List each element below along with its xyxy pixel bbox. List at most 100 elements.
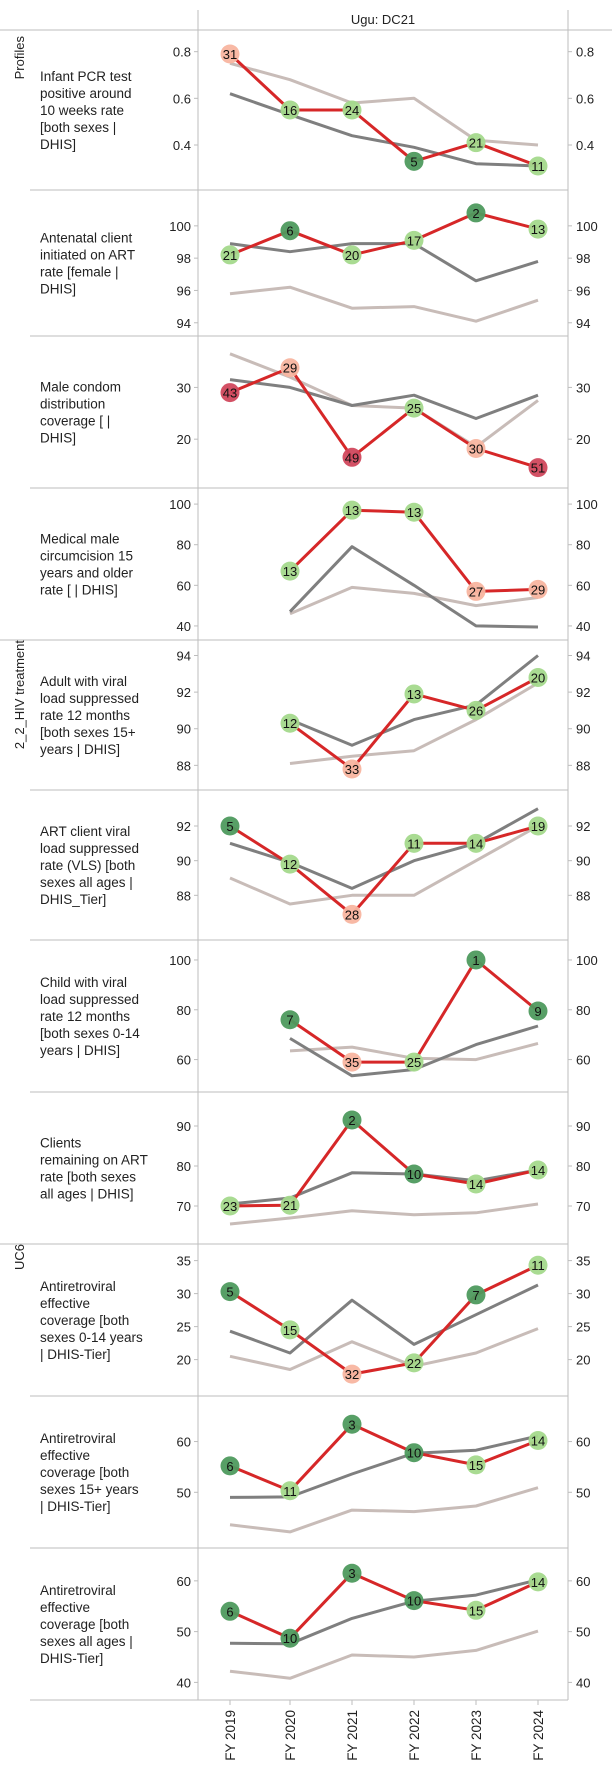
y-tick-label-right: 0.4 [576,138,594,153]
rank-marker [528,219,548,239]
rank-marker [404,502,424,522]
rank-marker [280,561,300,581]
y-tick-label-left: 98 [177,251,191,266]
rank-label: 5 [226,1285,233,1300]
panel-title-line: | DHIS-Tier] [40,1347,111,1362]
panel-title-line: | DHIS-Tier] [40,1499,111,1514]
rank-marker [528,816,548,836]
rank-marker [220,1196,240,1216]
rank-marker [528,156,548,176]
series-line-compare-light [229,285,539,323]
y-tick-label-right: 92 [576,685,590,700]
panel-title-line: effective [40,1448,90,1463]
rank-label: 10 [407,1594,421,1609]
rank-label: 11 [407,836,421,851]
rank-label: 21 [283,1198,297,1213]
y-tick-label-left: 94 [177,648,191,663]
y-tick-label-left: 100 [169,497,191,512]
y-tick-label-left: 25 [177,1320,191,1335]
rank-label: 17 [407,233,421,248]
y-tick-label-left: 88 [177,888,191,903]
y-tick-label-right: 94 [576,648,590,663]
group-label: 2_2_HIV treatment [12,640,27,750]
y-tick-label-left: 60 [177,1053,191,1068]
rank-label: 22 [407,1356,421,1371]
rank-marker [528,1431,548,1451]
panel-title-line: coverage [ | [40,414,110,429]
series-line-compare-light [229,1327,539,1371]
panel-title-line: Antenatal client [40,231,133,246]
panel-title-line: coverage [both [40,1617,129,1632]
panel-title-line: rate 12 months [40,1009,130,1024]
rank-label: 11 [531,1258,545,1273]
rank-label: 12 [283,716,297,731]
rank-label: 11 [283,1484,297,1499]
y-tick-label-right: 90 [576,854,590,869]
y-tick-label-left: 60 [177,578,191,593]
rank-marker [280,1195,300,1215]
y-tick-label-left: 35 [177,1254,191,1269]
x-tick-label: FY 2023 [469,1710,484,1761]
rank-marker [404,833,424,853]
rank-label: 19 [531,819,545,834]
x-tick-label: FY 2020 [283,1710,298,1761]
series-line-district [229,1118,539,1208]
panel-title-line: years and older [40,566,134,581]
rank-label: 49 [345,450,359,465]
rank-marker [280,1320,300,1340]
rank-label: 14 [531,1575,545,1590]
rank-label: 33 [345,762,359,777]
panel-title: Antiretroviral effective coverage [both sex… [40,1431,139,1514]
rank-label: 7 [286,1013,293,1028]
x-tick-label: FY 2021 [345,1710,360,1761]
y-tick-label-right: 60 [576,1435,590,1450]
panel-title-line: Adult with viral [40,674,127,689]
panel-title-line: load suppressed [40,992,139,1007]
panel-title-line: Child with viral [40,975,127,990]
panel-title-line: rate [ | DHIS] [40,583,118,598]
rank-label: 5 [226,819,233,834]
y-tick-label-right: 30 [576,1287,590,1302]
y-tick-label-left: 80 [177,1003,191,1018]
panel-title-line: distribution [40,397,105,412]
rank-label: 16 [283,103,297,118]
x-tick-label: FY 2022 [407,1710,422,1761]
panel-title-line: sexes all ages | [40,875,133,890]
panel-title-line: effective [40,1600,90,1615]
panel-title-line: sexes 0-14 years [40,1330,143,1345]
y-tick-label-left: 100 [169,953,191,968]
panel-title-line: coverage [both [40,1465,129,1480]
rank-marker [466,133,486,153]
y-tick-label-left: 20 [177,1353,191,1368]
rank-marker [342,759,362,779]
y-tick-label-left: 90 [177,722,191,737]
rank-marker [466,438,486,458]
rank-marker [466,700,486,720]
rank-label: 43 [223,386,237,401]
rank-marker [404,230,424,250]
y-tick-label-left: 30 [177,1287,191,1302]
rank-label: 9 [534,1004,541,1019]
panel-title-line: load suppressed [40,841,139,856]
rank-marker [342,245,362,265]
panel-title-line: DHIS] [40,137,76,152]
y-tick-label-left: 20 [177,432,191,447]
rank-label: 32 [345,1367,359,1382]
panel-title-line: Clients [40,1136,82,1151]
y-tick-label-right: 60 [576,578,590,593]
panel-title-line: DHIS_Tier] [40,892,106,907]
rank-marker [528,1001,548,1021]
rank-marker [342,1364,362,1384]
rank-marker [280,1481,300,1501]
rank-label: 3 [348,1417,355,1432]
panel-title-line: rate [female | [40,265,119,280]
rank-marker [342,447,362,467]
y-tick-label-right: 40 [576,1675,590,1690]
y-tick-label-right: 100 [576,219,598,234]
panel-title: Medical male circumcision 15 years and old… [40,532,134,598]
rank-marker [280,713,300,733]
y-tick-label-right: 0.8 [576,45,594,60]
series-line-compare-light [289,681,539,765]
panel-title-line: Infant PCR test [40,69,132,84]
series-line-district [289,958,539,1064]
